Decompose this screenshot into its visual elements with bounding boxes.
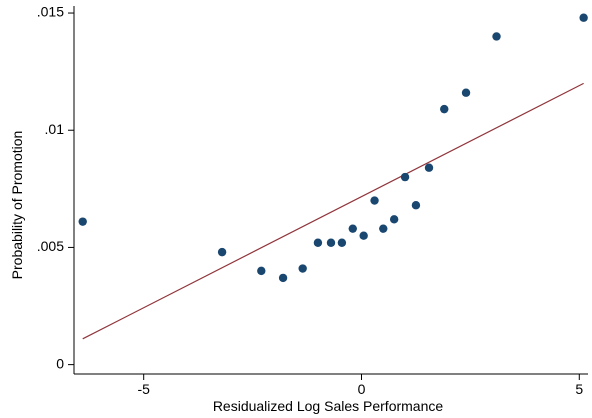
data-point [579,13,588,22]
y-tick-label: .015 [37,4,64,20]
data-point [313,238,323,247]
data-point [424,163,434,172]
data-point [78,217,87,226]
data-point [411,201,421,210]
data-points [78,13,588,283]
fit-line [82,82,584,340]
chart-ticks: 0 .005 .01 .015 -5 0 5 [37,4,584,397]
data-point [379,224,388,233]
data-point [278,273,288,283]
y-tick-label: 0 [56,355,64,371]
data-point [492,32,501,41]
data-point [440,104,449,114]
y-tick-label: .01 [45,121,65,137]
data-point [400,172,410,182]
data-point [389,215,399,224]
data-point [217,247,227,257]
fit-line-group [82,82,584,340]
x-tick-label: 0 [358,381,366,397]
y-axis-title: Probability of Promotion [9,131,25,280]
data-point [359,231,368,240]
data-point [461,88,471,97]
y-tick-label: .005 [37,238,64,254]
x-tick-label: 5 [575,381,583,397]
x-tick-label: -5 [137,381,150,397]
x-axis-title: Residualized Log Sales Performance [213,398,444,414]
data-point [326,238,336,247]
data-point [348,224,357,233]
data-point [337,238,347,247]
chart-axes [73,6,588,375]
data-point [298,264,307,273]
data-point [257,266,266,276]
data-point [370,196,379,205]
